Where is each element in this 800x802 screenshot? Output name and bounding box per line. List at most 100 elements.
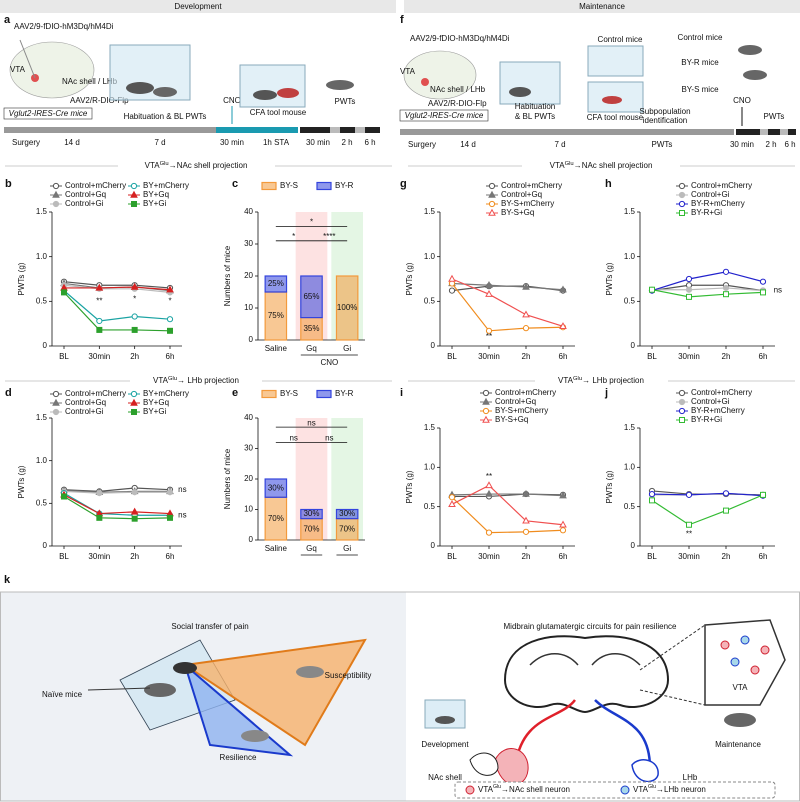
label: 7 d: [154, 138, 165, 147]
label: 2 h: [341, 138, 352, 147]
label: BY-S mice: [681, 85, 719, 94]
legend-label: VTAGlu→NAc shell neuron: [478, 784, 570, 794]
mouse: [126, 82, 154, 94]
data-point: [559, 491, 567, 499]
y-tick-label: 0: [249, 535, 254, 544]
bar-segment: [335, 275, 359, 341]
legend-label: Control+Gq: [65, 398, 106, 407]
series-line: [451, 484, 564, 526]
x-tick-label: 2h: [522, 552, 531, 561]
data-point: [130, 507, 139, 515]
legend-marker: [679, 417, 685, 423]
legend-label: Control+Gi: [691, 190, 730, 199]
header-bar: [404, 0, 800, 13]
label: AAV2/R-DIO-Flp: [428, 99, 487, 108]
header-bar: [0, 0, 396, 13]
data-point: [559, 322, 567, 330]
mouse: [296, 666, 324, 678]
vta-site: [421, 78, 429, 86]
annotation: *: [133, 295, 136, 304]
timeline: [216, 127, 298, 133]
data-point: [166, 489, 174, 496]
label-box: [3, 107, 93, 120]
x-tick-label: Gi: [343, 544, 351, 553]
x-tick-label: Saline: [265, 544, 288, 553]
series-line: [451, 496, 564, 534]
data-point: [96, 326, 103, 333]
x-tick-label: Gq: [306, 544, 317, 553]
legend-marker: [678, 407, 686, 415]
panel-label: c: [232, 178, 238, 190]
y-tick-label: 40: [244, 207, 253, 216]
legend-label: Control+mCherry: [691, 181, 752, 190]
panel-label: g: [400, 178, 407, 190]
data-point: [131, 515, 138, 522]
panel-label: j: [604, 387, 608, 399]
legend-marker: [488, 190, 496, 198]
legend-swatch: [261, 389, 277, 399]
x-tick-label: 6h: [759, 352, 768, 361]
y-tick-label: 1.5: [624, 207, 636, 216]
timeline: [330, 127, 340, 133]
legend-marker: [482, 397, 490, 405]
legend-label: BY-S+Gq: [501, 208, 534, 217]
legend-marker: [130, 390, 138, 398]
legend-label-part: →LHb neuron: [656, 785, 706, 794]
label: 14 d: [460, 140, 476, 149]
x-tick-label: 2h: [722, 352, 731, 361]
y-tick-label: 0: [631, 341, 636, 350]
series-line: [63, 487, 171, 492]
data-point: [522, 516, 530, 524]
data-point: [522, 528, 530, 535]
x-tick-label: BL: [447, 552, 457, 561]
data-point: [685, 491, 693, 498]
label: Resilience: [220, 753, 257, 762]
segment-label: 30%: [303, 509, 319, 518]
label: 30 min: [306, 138, 330, 147]
legend-swatch: [261, 181, 277, 191]
data-point: [522, 282, 530, 290]
series-line: [651, 492, 764, 497]
data-point: [485, 529, 493, 536]
legend-marker: [678, 389, 686, 397]
legend-marker: [488, 200, 496, 208]
y-axis-label: Numbers of mice: [223, 448, 232, 509]
series-line: [451, 278, 564, 327]
label: LHb: [683, 773, 698, 782]
data-point: [559, 520, 567, 528]
data-point: [722, 490, 730, 497]
legend-label: BY-S+mCherry: [501, 199, 554, 208]
label-box: [399, 109, 489, 122]
label: PWTs: [335, 97, 356, 106]
label: 6 h: [784, 140, 795, 149]
data-point: [559, 527, 567, 534]
annotation: **: [686, 529, 692, 538]
y-axis-label: PWTs (g): [17, 262, 26, 295]
lhb-region: [631, 759, 659, 783]
panel-label: h: [605, 178, 612, 190]
annotation: *: [292, 232, 295, 241]
x-tick-label: 2h: [130, 552, 139, 561]
data-point: [485, 327, 493, 334]
panel-k: k Social transfer of pain Naïve mice Sus…: [0, 574, 800, 802]
legend-marker: [130, 398, 138, 406]
data-point: [166, 316, 174, 323]
brain-sketch: [403, 50, 477, 100]
x-tick-label: BL: [647, 352, 657, 361]
bar-segment: [300, 275, 323, 319]
segment-label: 70%: [268, 514, 284, 523]
legend-marker: [482, 415, 490, 423]
label: Maintenance: [715, 740, 761, 749]
nac-region: [494, 748, 529, 786]
section-title: VTAGlu→ LHb projection: [153, 376, 239, 386]
label: Surgery: [408, 140, 436, 149]
neuron: [740, 635, 750, 645]
x-tick-label: BL: [647, 552, 657, 561]
timeline: [4, 127, 216, 133]
label: NAc shell: [428, 773, 462, 782]
cage: [587, 45, 644, 77]
y-tick-label: 20: [244, 474, 253, 483]
y-tick-label: 1.0: [36, 456, 48, 465]
x-tick-label: 2h: [722, 552, 731, 561]
annotation: ns: [178, 510, 186, 519]
